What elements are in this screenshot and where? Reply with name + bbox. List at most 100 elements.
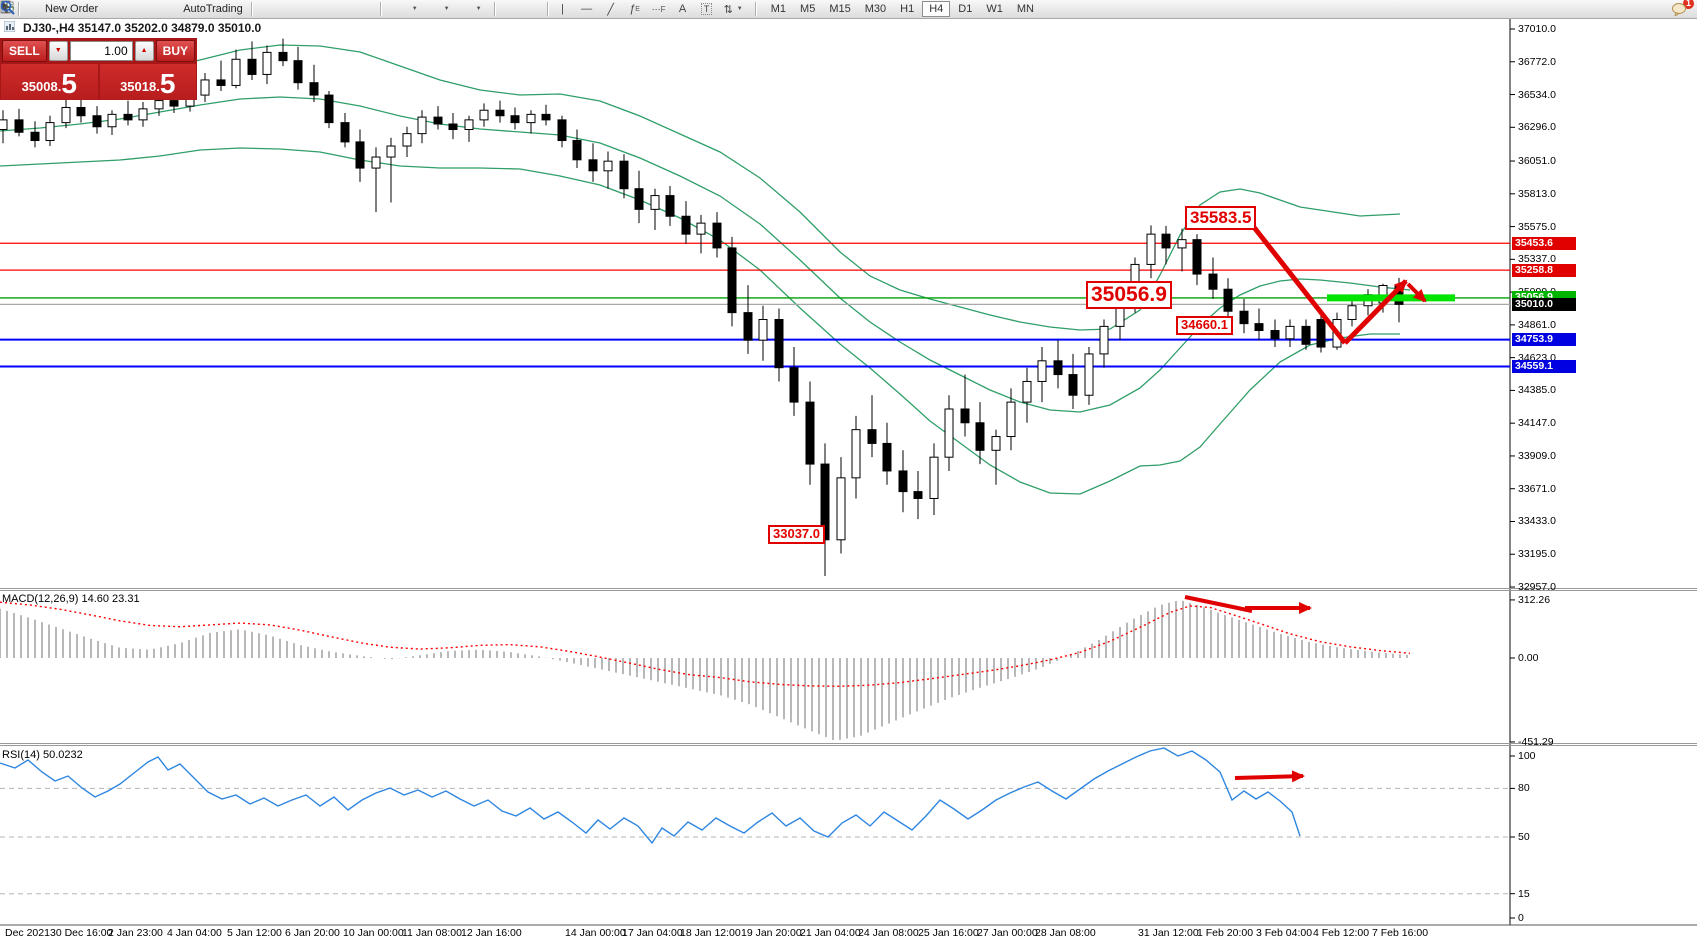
bid-ask-row: 35008. 5 35018. 5	[0, 64, 197, 100]
volume-input[interactable]: 1.00	[69, 41, 133, 61]
time-axis-label: 27 Jan 00:00	[977, 927, 1038, 939]
price-annotation[interactable]: 34660.1	[1176, 316, 1233, 335]
autotrading-icon	[2, 2, 180, 16]
time-axis-label: 28 Jan 08:00	[1035, 927, 1096, 939]
bid-price[interactable]: 35008. 5	[1, 64, 98, 100]
autotrading-label: AutoTrading	[183, 3, 243, 15]
buy-button[interactable]: BUY	[155, 40, 195, 62]
timeframe-button-m15[interactable]: M15	[829, 3, 851, 15]
timeframe-button-d1[interactable]: D1	[958, 3, 973, 15]
candlestick-chart-icon[interactable]	[1, 1, 290, 16]
dropdown-caret: ▼	[411, 6, 418, 12]
templates-button[interactable]: ▼	[0, 1, 486, 18]
bollinger-bands	[0, 44, 1411, 495]
time-axis-label: 31 Jan 12:00	[1138, 927, 1199, 939]
price-axis-tick: 36296.0	[1518, 121, 1556, 134]
vertical-line-tool-icon[interactable]: |	[561, 3, 564, 15]
trend-arrows[interactable]	[1251, 224, 1427, 345]
time-axis-label: 4 Feb 12:00	[1313, 927, 1370, 939]
separator	[754, 2, 757, 16]
time-axis-label: 17 Jan 04:00	[622, 927, 683, 939]
time-axis-label: 21 Jan 04:00	[800, 927, 861, 939]
signal-icon[interactable]	[1, 1, 156, 16]
new-order-button[interactable]: New Order	[0, 0, 102, 18]
timeframe-button-h4[interactable]: H4	[922, 1, 951, 17]
timeframe-button-mn[interactable]: MN	[1016, 3, 1034, 15]
timeframe-button-m1[interactable]: M1	[770, 3, 787, 15]
price-badge: 34559.1	[1512, 359, 1576, 373]
horizontal-level-lines[interactable]	[0, 242, 1510, 368]
indicators-button[interactable]: ▼	[0, 1, 422, 18]
cursor-tool-icon[interactable]	[2, 1, 518, 16]
time-axis-label: 6 Jan 20:00	[285, 927, 340, 939]
price-annotation[interactable]: 33037.0	[768, 525, 825, 544]
autotrading-button[interactable]: AutoTrading	[2, 1, 247, 18]
tile-windows-icon[interactable]	[0, 1, 372, 16]
dropdown-caret: ▼	[443, 6, 450, 12]
time-axis-label: 1 Feb 20:00	[1197, 927, 1254, 939]
ask-price-pips: 5	[159, 68, 176, 99]
timeframe-button-m5[interactable]: M5	[800, 3, 816, 15]
arrows-tool-button[interactable]: ⇅ ▼	[720, 1, 747, 18]
new-order-icon	[0, 0, 42, 16]
order-controls-row: SELL ▼ 1.00 ▲ BUY	[0, 38, 197, 64]
timeframe-button-h1[interactable]: H1	[900, 3, 915, 15]
text-label-tool-icon[interactable]: T	[700, 2, 714, 16]
price-axis-tick: 34385.0	[1518, 384, 1556, 397]
macd-axis-tick: 312.26	[1518, 593, 1551, 606]
volume-decrease-button[interactable]: ▼	[48, 41, 68, 61]
macd-panel	[0, 595, 1411, 740]
horizontal-line-tool-icon[interactable]: —	[581, 3, 593, 15]
add-indicator-icon	[0, 1, 408, 16]
market-watch-icon[interactable]	[1, 2, 116, 16]
time-axis-label: 19 Jan 20:00	[741, 927, 802, 939]
time-axis-label: 30 Dec 16:00	[50, 927, 113, 939]
notification-count-badge: 1	[1682, 0, 1694, 9]
timeframe-button-w1[interactable]: W1	[986, 3, 1003, 15]
one-click-trading-panel: SELL ▼ 1.00 ▲ BUY 35008. 5 35018. 5	[0, 38, 197, 100]
price-axis-tick: 33909.0	[1518, 449, 1556, 462]
trendline-tool-icon[interactable]: ╱	[607, 3, 614, 16]
sell-button[interactable]: SELL	[2, 40, 47, 62]
macd-axis-tick: -451.29	[1518, 735, 1554, 748]
ask-price[interactable]: 35018. 5	[99, 64, 196, 100]
volume-increase-button[interactable]: ▲	[134, 41, 154, 61]
time-axis-label: 14 Jan 00:00	[565, 927, 626, 939]
line-chart-icon[interactable]	[0, 2, 309, 16]
search-icon[interactable]	[0, 0, 1665, 16]
price-axis-tick: 36772.0	[1518, 55, 1556, 68]
candlesticks	[0, 38, 1404, 577]
time-axis-label: 5 Jan 12:00	[227, 927, 282, 939]
notifications-icon[interactable]: 1	[1671, 0, 1694, 16]
periods-button[interactable]: ▼	[1, 1, 454, 18]
zoom-out-icon[interactable]	[1, 1, 350, 16]
ask-price-main: 35018.	[120, 79, 160, 94]
time-axis-label: Dec 2021	[5, 927, 50, 939]
symbol-ohlc-text: DJ30-,H4 35147.0 35202.0 34879.0 35010.0	[23, 21, 262, 35]
time-axis-label: 25 Jan 16:00	[918, 927, 979, 939]
price-axis-tick: 33671.0	[1518, 482, 1556, 495]
template-icon	[0, 1, 472, 16]
price-annotation[interactable]: 35583.5	[1185, 206, 1257, 230]
time-axis-label: 4 Jan 04:00	[167, 927, 222, 939]
rsi-panel	[0, 747, 1510, 895]
price-axis-tick: 33195.0	[1518, 548, 1556, 561]
timeframe-button-m30[interactable]: M30	[864, 3, 887, 15]
price-axis-tick: 34861.0	[1518, 318, 1556, 331]
price-badge: 35258.8	[1512, 263, 1576, 277]
new-order-label: New Order	[45, 3, 99, 15]
text-tool-icon[interactable]: A	[678, 3, 687, 15]
chart-window-icon[interactable]	[0, 1, 136, 16]
bar-chart-icon[interactable]	[1, 2, 271, 16]
crosshair-tool-icon[interactable]	[1, 1, 540, 16]
fibo-channel-tool-icon[interactable]: ⋯ F	[651, 3, 666, 14]
price-annotation[interactable]: 35056.9	[1086, 281, 1172, 310]
price-badge: 34753.9	[1512, 333, 1576, 347]
chart-icon	[4, 21, 18, 35]
zoom-in-icon[interactable]	[1, 1, 331, 16]
rsi-axis-tick: 50	[1518, 831, 1530, 843]
